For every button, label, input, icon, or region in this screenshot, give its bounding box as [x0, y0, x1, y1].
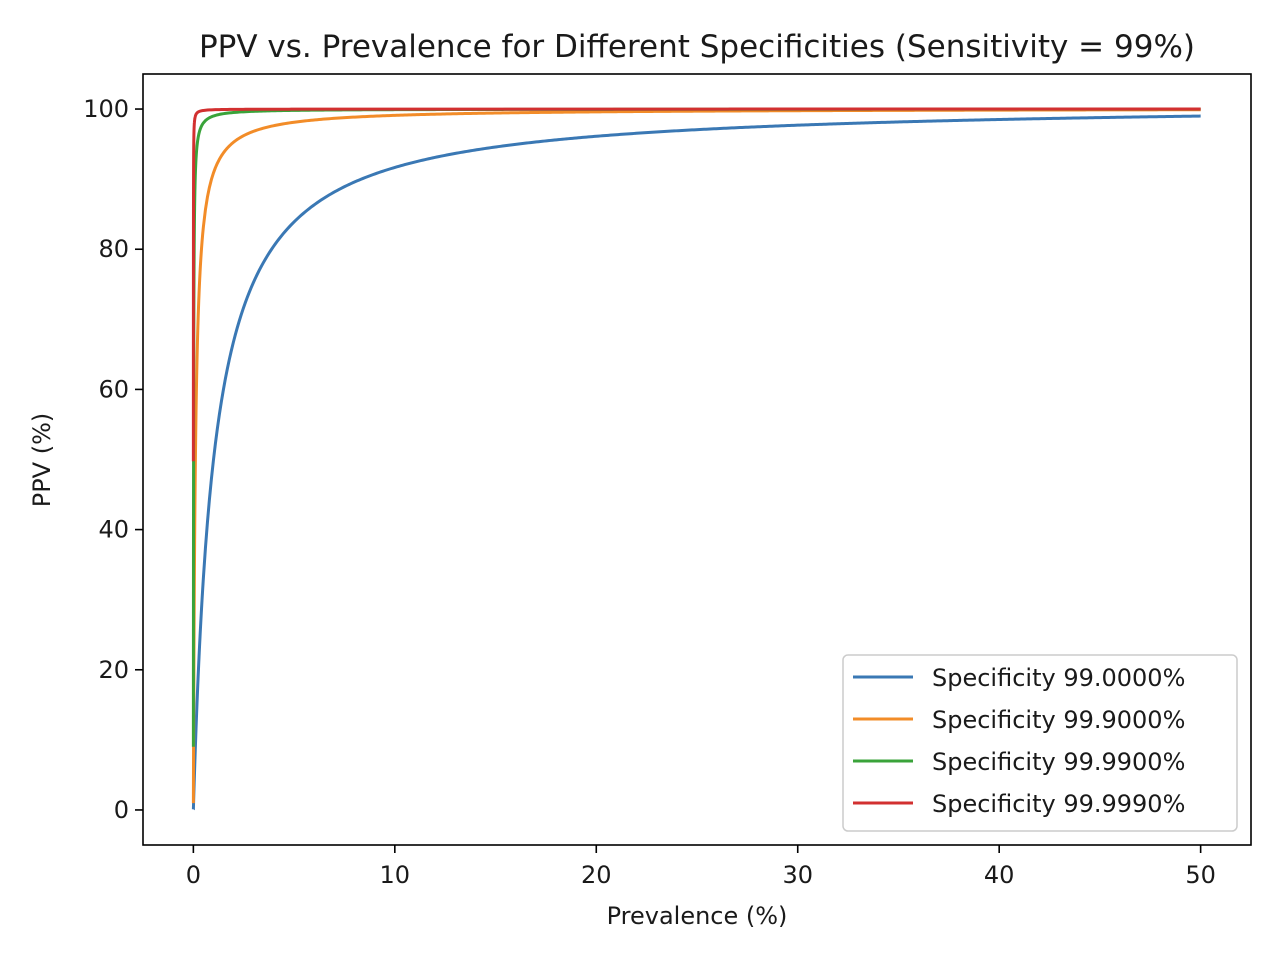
- x-tick-label: 30: [782, 861, 813, 889]
- y-tick-label: 20: [98, 656, 129, 684]
- legend-label: Specificity 99.9900%: [932, 748, 1185, 776]
- legend-items: Specificity 99.0000% Specificity 99.9000%…: [853, 664, 1185, 818]
- y-tick-label: 80: [98, 235, 129, 263]
- x-tick-label: 20: [581, 861, 612, 889]
- series-line-4: [191, 107, 1201, 462]
- chart-title: PPV vs. Prevalence for Different Specifi…: [199, 29, 1195, 65]
- series-layer: [191, 107, 1201, 811]
- x-axis-label: Prevalence (%): [607, 902, 788, 930]
- legend-label: Specificity 99.9990%: [932, 790, 1185, 818]
- x-axis-ticks: 0 10 20 30 40 50: [186, 845, 1216, 889]
- y-tick-label: 0: [114, 796, 129, 824]
- y-tick-label: 60: [98, 375, 129, 403]
- y-axis-label: PPV (%): [28, 413, 56, 508]
- x-tick-label: 40: [984, 861, 1015, 889]
- y-axis-ticks: 0 20 40 60 80 100: [83, 95, 143, 824]
- legend-label: Specificity 99.0000%: [932, 664, 1185, 692]
- y-tick-label: 40: [98, 516, 129, 544]
- y-tick-label: 100: [83, 95, 129, 123]
- legend-frame: [842, 654, 1238, 832]
- legend: Specificity 99.0000% Specificity 99.9000%…: [842, 654, 1238, 832]
- plot-frame: [142, 73, 1252, 846]
- x-tick-label: 10: [380, 861, 411, 889]
- legend-label: Specificity 99.9000%: [932, 706, 1185, 734]
- x-tick-label: 50: [1185, 861, 1216, 889]
- x-tick-label: 0: [186, 861, 201, 889]
